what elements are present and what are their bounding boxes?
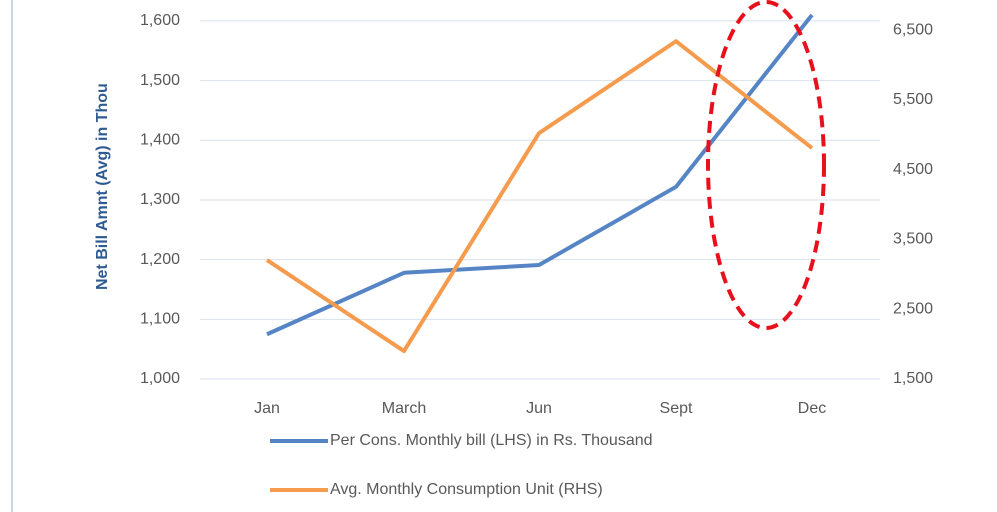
y-tick-label: 1,200 bbox=[140, 251, 180, 268]
y-tick-label: 1,400 bbox=[140, 131, 180, 148]
y-tick-label: 1,100 bbox=[140, 311, 180, 328]
y-axis-title: Net Bill Amnt (Avg) in Thou bbox=[94, 83, 111, 290]
y2-tick-label: 2,500 bbox=[893, 300, 933, 317]
x-tick-label: Jan bbox=[254, 400, 280, 417]
grid bbox=[200, 20, 880, 380]
series-line bbox=[265, 39, 814, 354]
y2-tick-label: 3,500 bbox=[893, 231, 933, 248]
legend-label: Per Cons. Monthly bill (LHS) in Rs. Thou… bbox=[330, 432, 653, 449]
y-tick-label: 1,000 bbox=[140, 370, 180, 387]
plot bbox=[265, 13, 814, 354]
x-tick-label: Sept bbox=[660, 400, 693, 417]
x-tick-label: Dec bbox=[798, 400, 826, 417]
y2-tick-label: 5,500 bbox=[893, 91, 933, 108]
y2-tick-label: 6,500 bbox=[893, 21, 933, 38]
y2-tick-label: 1,500 bbox=[893, 370, 933, 387]
legend-label: Avg. Monthly Consumption Unit (RHS) bbox=[330, 481, 603, 498]
series-line bbox=[266, 13, 814, 337]
x-tick-label: Jun bbox=[526, 400, 552, 417]
x-tick-label: March bbox=[382, 400, 426, 417]
y-tick-label: 1,300 bbox=[140, 191, 180, 208]
highlight-ellipse bbox=[706, 0, 826, 330]
y2-tick-label: 4,500 bbox=[893, 161, 933, 178]
y-tick-label: 1,600 bbox=[140, 12, 180, 29]
y-tick-label: 1,500 bbox=[140, 72, 180, 89]
